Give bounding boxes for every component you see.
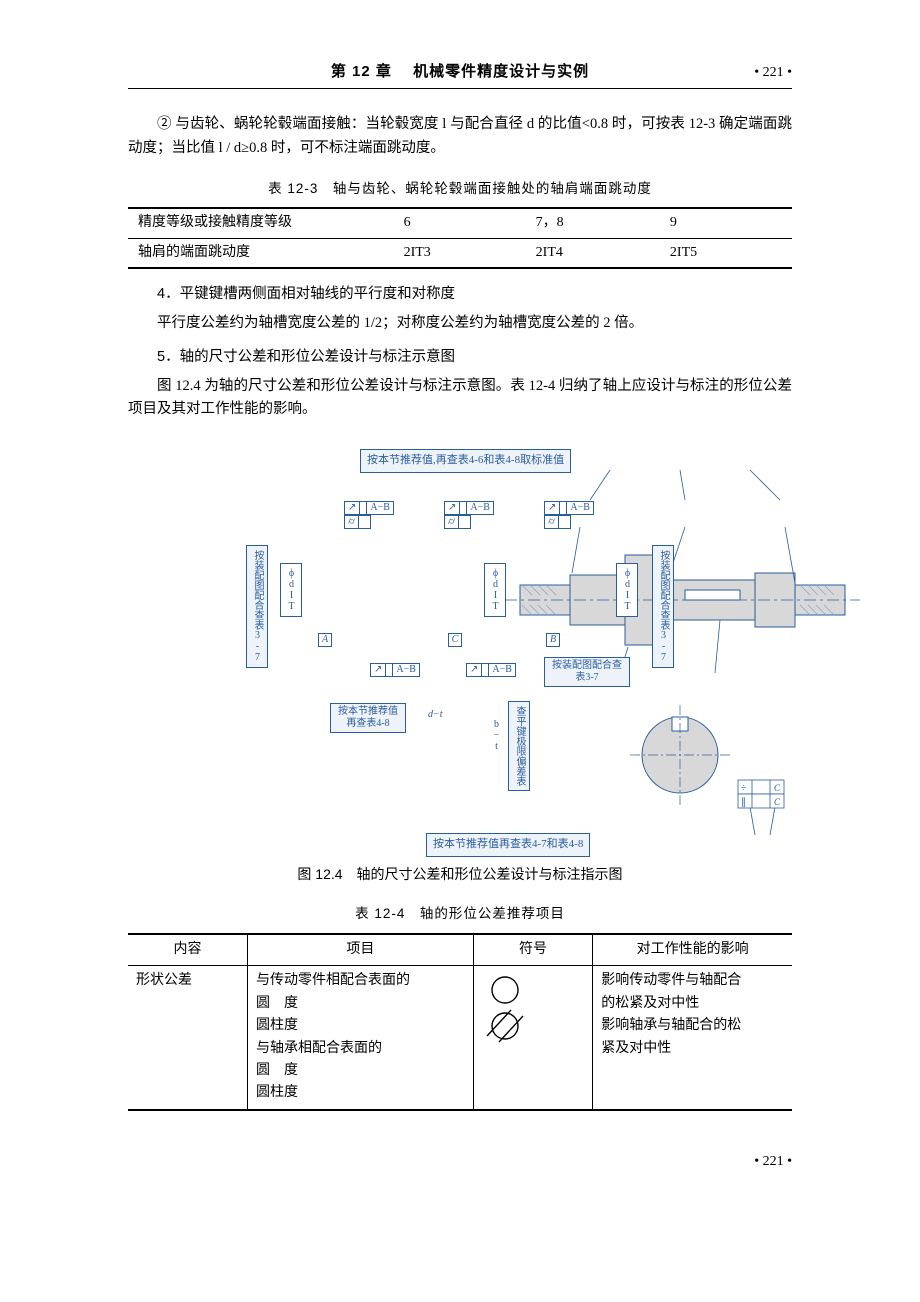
- shaft-svg: ÷ C ∥ C: [460, 435, 900, 855]
- label-rec-4-8: 按本节推荐值再查表4-8: [330, 703, 406, 733]
- line: 圆 度: [256, 993, 465, 1015]
- fcf-runout-3: ↗A−B: [544, 501, 594, 515]
- line: 紧及对中性: [601, 1038, 784, 1060]
- table-row: 精度等级或接触精度等级 6 7，8 9: [128, 208, 792, 238]
- chapter-title: 第 12 章 机械零件精度设计与实例: [294, 60, 626, 84]
- cell: 形状公差: [128, 966, 248, 1110]
- fcf-runout-1: ↗A−B: [344, 501, 394, 515]
- line: 圆柱度: [256, 1082, 465, 1104]
- th: 符号: [473, 934, 593, 966]
- fcf-cyl-1: ⌭: [344, 515, 371, 529]
- label-bottom: 按本节推荐值再查表4-7和表4-8: [426, 833, 590, 857]
- roundness-cylindricity-icon: [482, 970, 528, 1050]
- th: 对工作性能的影响: [593, 934, 792, 966]
- label-top: 按本节推荐值,再查表4-6和表4-8取标准值: [360, 449, 571, 473]
- th: 内容: [128, 934, 248, 966]
- line: 与轴承相配合表面的: [256, 1038, 465, 1060]
- cell: 精度等级或接触精度等级: [128, 208, 394, 238]
- table-row: 内容 项目 符号 对工作性能的影响: [128, 934, 792, 966]
- cell: 轴肩的端面跳动度: [128, 238, 394, 268]
- chapter-text: 机械零件精度设计与实例: [413, 63, 589, 80]
- symbol-cell: [473, 966, 593, 1110]
- svg-text:∥: ∥: [741, 797, 746, 808]
- datum-a: A: [318, 633, 332, 647]
- label-right-box: 按装配图配合查表3-7: [544, 657, 630, 687]
- table-row: 轴肩的端面跳动度 2IT3 2IT4 2IT5: [128, 238, 792, 268]
- fcf-runout-lower-1: ↗A−B: [370, 663, 420, 677]
- fcf-cyl-3: ⌭: [544, 515, 571, 529]
- svg-text:C: C: [774, 783, 781, 793]
- line: 圆 度: [256, 1060, 465, 1082]
- fcf-runout-2: ↗A−B: [444, 501, 494, 515]
- svg-text:÷: ÷: [741, 783, 747, 794]
- cell: 2IT5: [660, 238, 792, 268]
- label-right-vertical: 按装配图配合查表3-7: [652, 545, 674, 668]
- section-5-head: 5．轴的尺寸公差和形位公差设计与标注示意图: [128, 346, 792, 369]
- page: 第 12 章 机械零件精度设计与实例 • 221 • ② 与齿轮、蜗轮轮毂端面接…: [0, 0, 920, 1213]
- page-number-bottom: • 221 •: [128, 1151, 792, 1173]
- page-header: 第 12 章 机械零件精度设计与实例 • 221 •: [128, 60, 792, 89]
- fcf-runout-lower-2: ↗A−B: [466, 663, 516, 677]
- phi-it-mid: ϕdIT: [484, 563, 506, 617]
- line: 影响轴承与轴配合的松: [601, 1015, 784, 1037]
- cell: 影响传动零件与轴配合 的松紧及对中性 影响轴承与轴配合的松 紧及对中性: [593, 966, 792, 1110]
- line: 与传动零件相配合表面的: [256, 970, 465, 992]
- section-5-body: 图 12.4 为轴的尺寸公差和形位公差设计与标注示意图。表 12-4 归纳了轴上…: [128, 375, 792, 421]
- page-number-top: • 221 •: [626, 62, 792, 84]
- table-12-3-caption: 表 12-3 轴与齿轮、蜗轮轮毂端面接触处的轴肩端面跳动度: [128, 178, 792, 200]
- phi-it-right: ϕdIT: [616, 563, 638, 617]
- figure-12-4: ÷ C ∥ C 按本节推荐值,再查表4-6和表4-8取标准值 ↗A−B ⌭ ↗A…: [128, 435, 792, 885]
- datum-b: B: [546, 633, 560, 647]
- section-4-head: 4．平键键槽两侧面相对轴线的平行度和对称度: [128, 283, 792, 306]
- cell: 2IT4: [526, 238, 660, 268]
- dim-d-t: d−t: [428, 707, 443, 723]
- figure-caption: 图 12.4 轴的尺寸公差和形位公差设计与标注指示图: [128, 863, 792, 885]
- table-12-3: 精度等级或接触精度等级 6 7，8 9 轴肩的端面跳动度 2IT3 2IT4 2…: [128, 207, 792, 269]
- shaft-diagram: ÷ C ∥ C 按本节推荐值,再查表4-6和表4-8取标准值 ↗A−B ⌭ ↗A…: [240, 435, 680, 855]
- phi-it-left: ϕdIT: [280, 563, 302, 617]
- table-row: 形状公差 与传动零件相配合表面的 圆 度 圆柱度 与轴承相配合表面的 圆 度 圆…: [128, 966, 792, 1110]
- svg-text:C: C: [774, 797, 781, 807]
- label-key-table: 查平键极限偏差表: [508, 701, 530, 791]
- line: 圆柱度: [256, 1015, 465, 1037]
- cell: 2IT3: [394, 238, 526, 268]
- table-12-4: 内容 项目 符号 对工作性能的影响 形状公差 与传动零件相配合表面的 圆 度 圆…: [128, 933, 792, 1111]
- line: 的松紧及对中性: [601, 993, 784, 1015]
- fcf-cyl-2: ⌭: [444, 515, 471, 529]
- chapter-number: 第 12 章: [331, 63, 392, 80]
- datum-c: C: [448, 633, 462, 647]
- dim-b-t: b−t: [488, 719, 504, 752]
- label-left-vertical: 按装配图配合查表3-7: [246, 545, 268, 668]
- paragraph-1: ② 与齿轮、蜗轮轮毂端面接触：当轮毂宽度 l 与配合直径 d 的比值<0.8 时…: [128, 113, 792, 159]
- th: 项目: [248, 934, 474, 966]
- section-4-body: 平行度公差约为轴槽宽度公差的 1/2；对称度公差约为轴槽宽度公差的 2 倍。: [128, 312, 792, 335]
- cell: 6: [394, 208, 526, 238]
- cell: 9: [660, 208, 792, 238]
- cell: 7，8: [526, 208, 660, 238]
- line: 影响传动零件与轴配合: [601, 970, 784, 992]
- cell: 与传动零件相配合表面的 圆 度 圆柱度 与轴承相配合表面的 圆 度 圆柱度: [248, 966, 474, 1110]
- table-12-4-caption: 表 12-4 轴的形位公差推荐项目: [128, 903, 792, 925]
